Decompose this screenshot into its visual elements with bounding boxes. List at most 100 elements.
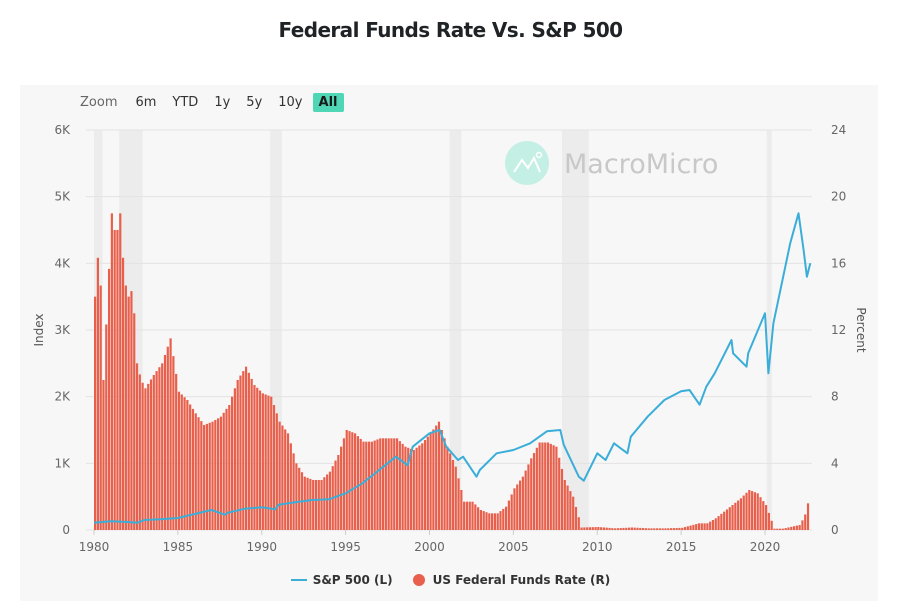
- fedfunds-bar[interactable]: [376, 439, 379, 530]
- fedfunds-bar[interactable]: [261, 393, 264, 530]
- fedfunds-bar[interactable]: [804, 514, 807, 530]
- fedfunds-bar[interactable]: [806, 503, 810, 530]
- fedfunds-bar[interactable]: [289, 443, 292, 530]
- fedfunds-bar[interactable]: [189, 404, 192, 530]
- fedfunds-bar[interactable]: [298, 467, 301, 530]
- fedfunds-bar[interactable]: [381, 438, 385, 530]
- fedfunds-bar[interactable]: [180, 394, 183, 530]
- fedfunds-bar[interactable]: [778, 528, 782, 530]
- fedfunds-bar[interactable]: [211, 421, 214, 530]
- fedfunds-bar[interactable]: [334, 460, 337, 530]
- fedfunds-bar[interactable]: [711, 520, 715, 530]
- fedfunds-bar[interactable]: [703, 523, 706, 530]
- fedfunds-bar[interactable]: [558, 457, 561, 530]
- fedfunds-bar[interactable]: [278, 421, 281, 530]
- fedfunds-bar[interactable]: [619, 528, 622, 530]
- fedfunds-bar[interactable]: [449, 453, 452, 530]
- fedfunds-bar[interactable]: [630, 527, 633, 531]
- fedfunds-bar[interactable]: [158, 367, 161, 530]
- fedfunds-bar[interactable]: [309, 478, 312, 530]
- fedfunds-bar[interactable]: [507, 500, 510, 530]
- fedfunds-bar[interactable]: [513, 488, 516, 530]
- fedfunds-bar[interactable]: [776, 528, 779, 530]
- fedfunds-bar[interactable]: [147, 383, 150, 530]
- fedfunds-bar[interactable]: [728, 507, 731, 530]
- fedfunds-bar[interactable]: [275, 413, 278, 530]
- fedfunds-bar[interactable]: [124, 285, 127, 530]
- fedfunds-bar[interactable]: [144, 388, 147, 530]
- fedfunds-bar[interactable]: [563, 480, 566, 530]
- fedfunds-bar[interactable]: [460, 490, 463, 530]
- fedfunds-bar[interactable]: [482, 511, 485, 530]
- fedfunds-bar[interactable]: [524, 470, 527, 530]
- fedfunds-bar[interactable]: [105, 324, 108, 530]
- fedfunds-bar[interactable]: [432, 429, 435, 530]
- fedfunds-bar[interactable]: [135, 363, 139, 530]
- fedfunds-bar[interactable]: [172, 356, 175, 530]
- fedfunds-bar[interactable]: [214, 420, 217, 530]
- fedfunds-bar[interactable]: [566, 485, 569, 530]
- fedfunds-bar[interactable]: [384, 438, 387, 530]
- fedfunds-bar[interactable]: [597, 527, 600, 530]
- fedfunds-bar[interactable]: [792, 526, 796, 530]
- fedfunds-bar[interactable]: [244, 366, 248, 530]
- fedfunds-bar[interactable]: [390, 438, 393, 530]
- fedfunds-bar[interactable]: [228, 405, 231, 530]
- fedfunds-bar[interactable]: [468, 501, 471, 530]
- fedfunds-bar[interactable]: [236, 380, 239, 530]
- fedfunds-bar[interactable]: [314, 480, 318, 530]
- fedfunds-bar[interactable]: [138, 374, 141, 530]
- fedfunds-bar[interactable]: [99, 285, 102, 530]
- fedfunds-bar[interactable]: [370, 441, 373, 530]
- fedfunds-bar[interactable]: [759, 497, 762, 530]
- fedfunds-bar[interactable]: [541, 442, 544, 531]
- fedfunds-bar[interactable]: [208, 422, 211, 530]
- fedfunds-bar[interactable]: [580, 527, 583, 531]
- fedfunds-bar[interactable]: [451, 460, 455, 530]
- fedfunds-bar[interactable]: [465, 501, 469, 530]
- fedfunds-bar[interactable]: [225, 408, 228, 530]
- fedfunds-bar[interactable]: [667, 528, 670, 530]
- fedfunds-bar[interactable]: [742, 495, 745, 530]
- range-button-6m[interactable]: 6m: [135, 95, 157, 110]
- fedfunds-bar[interactable]: [367, 441, 371, 530]
- fedfunds-bar[interactable]: [133, 313, 136, 530]
- fedfunds-bar[interactable]: [96, 257, 99, 530]
- fedfunds-bar[interactable]: [737, 500, 740, 530]
- fedfunds-bar[interactable]: [463, 501, 466, 530]
- fedfunds-bar[interactable]: [320, 480, 323, 530]
- fedfunds-bar[interactable]: [149, 379, 153, 530]
- fedfunds-bar[interactable]: [655, 528, 659, 530]
- fedfunds-bar[interactable]: [230, 396, 234, 530]
- fedfunds-bar[interactable]: [401, 443, 404, 530]
- fedfunds-bar[interactable]: [306, 477, 309, 530]
- fedfunds-bar[interactable]: [628, 527, 631, 530]
- fedfunds-bar[interactable]: [499, 511, 502, 530]
- fedfunds-bar[interactable]: [163, 355, 167, 530]
- fedfunds-bar[interactable]: [633, 527, 636, 530]
- fedfunds-bar[interactable]: [538, 442, 541, 531]
- fedfunds-bar[interactable]: [407, 447, 410, 530]
- fedfunds-bar[interactable]: [709, 521, 712, 530]
- fedfunds-bar[interactable]: [552, 445, 555, 530]
- fedfunds-bar[interactable]: [745, 492, 748, 530]
- fedfunds-bar[interactable]: [661, 528, 664, 530]
- fedfunds-bar[interactable]: [177, 391, 181, 530]
- fedfunds-bar[interactable]: [700, 523, 703, 530]
- fedfunds-bar[interactable]: [527, 464, 530, 530]
- fedfunds-bar[interactable]: [781, 528, 784, 530]
- fedfunds-bar[interactable]: [555, 446, 558, 530]
- fedfunds-bar[interactable]: [323, 477, 326, 530]
- fedfunds-bar[interactable]: [354, 433, 357, 530]
- fedfunds-bar[interactable]: [496, 513, 499, 530]
- fedfunds-bar[interactable]: [669, 528, 673, 530]
- fedfunds-bar[interactable]: [446, 446, 449, 530]
- fedfunds-bar[interactable]: [175, 373, 178, 530]
- fedfunds-bar[interactable]: [418, 445, 421, 530]
- fedfunds-bar[interactable]: [250, 378, 253, 530]
- fedfunds-bar[interactable]: [379, 438, 382, 530]
- fedfunds-bar[interactable]: [107, 268, 111, 530]
- fedfunds-bar[interactable]: [491, 513, 494, 530]
- fedfunds-bar[interactable]: [270, 396, 273, 530]
- fedfunds-bar[interactable]: [183, 397, 186, 530]
